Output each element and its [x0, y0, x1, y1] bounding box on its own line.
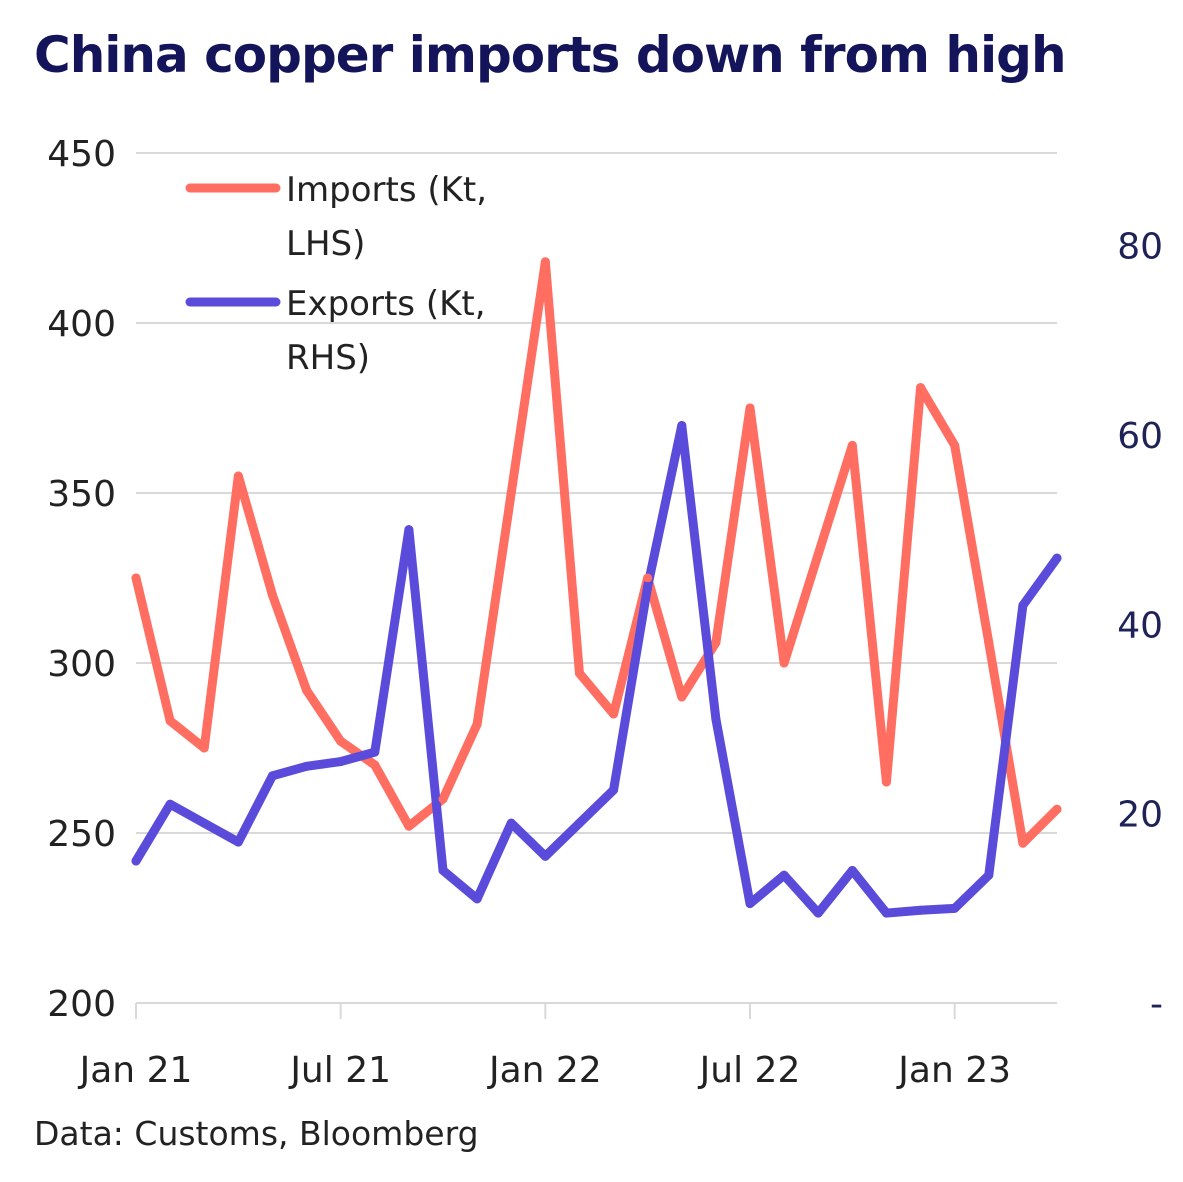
source-note: Data: Customs, Bloomberg: [34, 1114, 479, 1153]
left-tick-label: 250: [47, 814, 116, 855]
data-point: [131, 856, 141, 866]
data-point: [540, 851, 550, 861]
right-tick-label: 60: [1117, 416, 1163, 457]
data-point: [950, 440, 960, 450]
legend-label: RHS): [286, 338, 370, 378]
data-point: [779, 870, 789, 880]
right-tick-label: -: [1150, 984, 1163, 1025]
data-point: [370, 747, 380, 757]
data-point: [779, 658, 789, 668]
legend-label: Exports (Kt,: [286, 284, 486, 324]
tick-labels: Jan 21 Jul 21 Jan 22 Jul 22 Jan 23 200 250 300 3…: [47, 134, 1163, 1091]
x-axis: [135, 1002, 1057, 1019]
data-point: [131, 573, 141, 583]
left-tick-label: 350: [47, 474, 116, 515]
data-point: [199, 743, 209, 753]
data-point: [438, 865, 448, 875]
data-point: [847, 440, 857, 450]
data-point: [472, 894, 482, 904]
legend-label: LHS): [286, 224, 365, 264]
data-point: [233, 837, 243, 847]
data-point: [711, 714, 721, 724]
gridlines: [136, 152, 1057, 834]
data-point: [574, 668, 584, 678]
data-point: [711, 638, 721, 648]
data-point: [267, 771, 277, 781]
left-tick-label: 450: [47, 134, 116, 175]
data-point: [336, 736, 346, 746]
data-point: [267, 590, 277, 600]
data-point: [916, 383, 926, 393]
data-point: [302, 761, 312, 771]
data-point: [813, 549, 823, 559]
data-point: [506, 818, 516, 828]
x-tick-label: Jan 23: [896, 1050, 1011, 1091]
data-point: [677, 421, 687, 431]
data-point: [165, 799, 175, 809]
data-point: [745, 403, 755, 413]
data-point: [745, 899, 755, 909]
data-point: [1052, 553, 1062, 563]
series-line: [131, 421, 1062, 918]
left-tick-label: 400: [47, 304, 116, 345]
left-tick-label: 200: [47, 984, 116, 1025]
data-point: [438, 794, 448, 804]
data-point: [404, 821, 414, 831]
x-tick-label: Jul 22: [698, 1050, 801, 1091]
x-tick-label: Jan 21: [78, 1050, 193, 1091]
data-point: [677, 692, 687, 702]
data-point: [609, 709, 619, 719]
data-point: [336, 757, 346, 767]
data-point: [472, 719, 482, 729]
data-point: [165, 716, 175, 726]
data-point: [1018, 600, 1028, 610]
data-point: [233, 471, 243, 481]
data-point: [1052, 804, 1062, 814]
series-points: [131, 257, 1062, 918]
data-point: [1018, 838, 1028, 848]
series-lines: [131, 257, 1062, 918]
data-point: [199, 818, 209, 828]
data-point: [984, 638, 994, 648]
data-point: [574, 818, 584, 828]
legend: Imports (Kt, LHS) Exports (Kt, RHS): [185, 170, 487, 378]
data-point: [881, 777, 891, 787]
right-tick-label: 80: [1117, 227, 1163, 268]
right-tick-label: 40: [1117, 605, 1163, 646]
data-point: [506, 488, 516, 498]
left-tick-label: 300: [47, 644, 116, 685]
chart-title: China copper imports down from high: [34, 26, 1067, 84]
data-point: [881, 908, 891, 918]
data-point: [847, 865, 857, 875]
data-point: [643, 581, 653, 591]
data-point: [916, 905, 926, 915]
data-point: [540, 257, 550, 267]
data-point: [984, 870, 994, 880]
data-point: [302, 685, 312, 695]
x-tick-label: Jul 21: [288, 1050, 391, 1091]
data-point: [643, 573, 653, 583]
right-tick-label: 20: [1117, 795, 1163, 836]
data-point: [950, 903, 960, 913]
series-line: [131, 257, 1062, 848]
x-tick-label: Jan 22: [487, 1050, 602, 1091]
data-point: [370, 760, 380, 770]
data-point: [609, 785, 619, 795]
data-point: [404, 525, 414, 535]
data-point: [813, 908, 823, 918]
legend-label: Imports (Kt,: [286, 170, 487, 210]
